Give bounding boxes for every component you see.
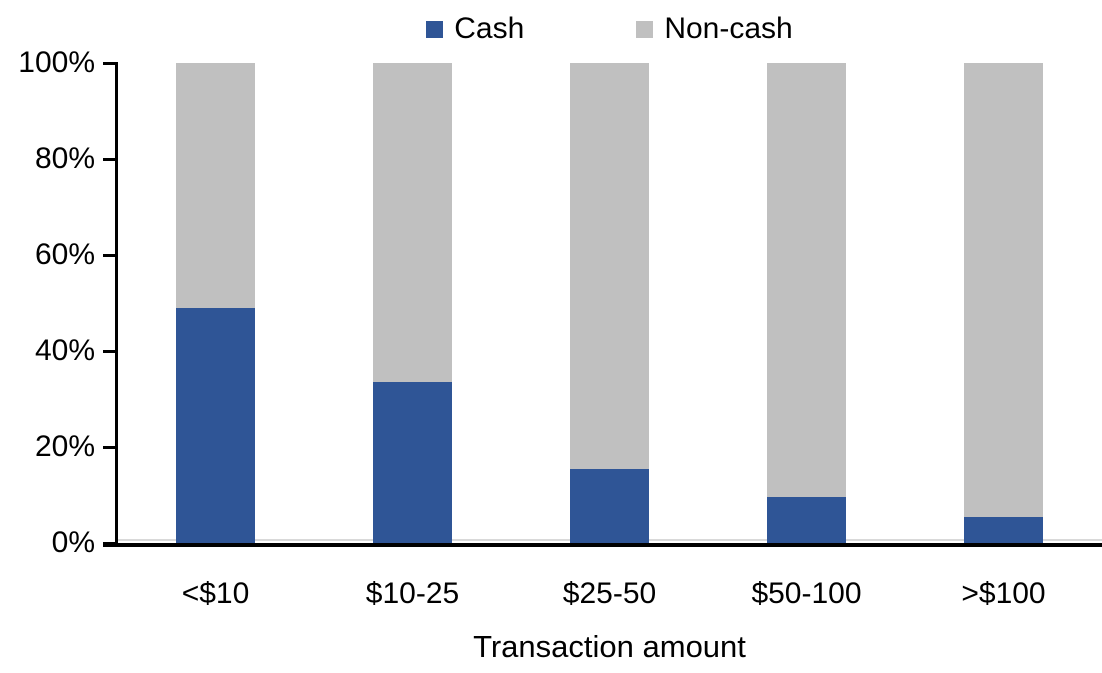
- x-axis-labels: <$10 $10-25 $25-50 $50-100 >$100: [117, 578, 1102, 610]
- y-tick-mark-0: [103, 541, 117, 545]
- legend-swatch-cash: [426, 20, 444, 38]
- bar-segment-cash-100: [964, 516, 1043, 543]
- y-tick-mark-100: [103, 61, 117, 65]
- bar-column-10-25: [373, 63, 452, 543]
- y-tick-label-60: 60%: [34, 238, 95, 271]
- bar-segment-cash-50-100: [767, 497, 846, 543]
- x-tick-label-50-100: $50-100: [751, 577, 862, 610]
- x-tick-label-100: >$100: [961, 577, 1046, 610]
- y-tick-label-0: 0%: [51, 526, 95, 559]
- y-tick-mark-80: [103, 157, 117, 161]
- legend-label-non-cash: Non-cash: [664, 12, 793, 45]
- chart-legend: Cash Non-cash: [117, 12, 1102, 46]
- x-tick-label-10-25: $10-25: [365, 577, 460, 610]
- bar-segment-cash-25-50: [570, 468, 649, 543]
- bar-segment-cash-10: [176, 307, 255, 543]
- bar-column-50-100: [767, 63, 846, 543]
- x-tick-label-25-50: $25-50: [562, 577, 657, 610]
- x-axis-title: Transaction amount: [473, 629, 746, 664]
- x-tick-label-10: <$10: [181, 577, 250, 610]
- y-tick-mark-60: [103, 253, 117, 257]
- x-axis-line: [103, 543, 1102, 547]
- legend-item-cash: Cash: [426, 12, 524, 46]
- bar-column-100: [964, 63, 1043, 543]
- bar-segment-non-cash-10-25: [373, 63, 452, 383]
- bar-segment-cash-10-25: [373, 382, 452, 543]
- y-tick-mark-40: [103, 349, 117, 353]
- bar-segment-non-cash-100: [964, 63, 1043, 517]
- y-tick-label-100: 100%: [18, 46, 95, 79]
- bar-column-10: [176, 63, 255, 543]
- legend-item-non-cash: Non-cash: [636, 12, 793, 46]
- y-tick-mark-20: [103, 445, 117, 449]
- bar-column-25-50: [570, 63, 649, 543]
- bar-segment-non-cash-25-50: [570, 63, 649, 469]
- y-tick-label-40: 40%: [34, 334, 95, 367]
- bar-segment-non-cash-50-100: [767, 63, 846, 498]
- plot-area: [117, 63, 1102, 543]
- legend-label-cash: Cash: [454, 12, 525, 45]
- y-tick-label-80: 80%: [34, 142, 95, 175]
- bar-segment-non-cash-10: [176, 63, 255, 308]
- legend-swatch-non-cash: [636, 20, 654, 38]
- y-tick-label-20: 20%: [34, 430, 95, 463]
- y-axis-line: [115, 62, 118, 545]
